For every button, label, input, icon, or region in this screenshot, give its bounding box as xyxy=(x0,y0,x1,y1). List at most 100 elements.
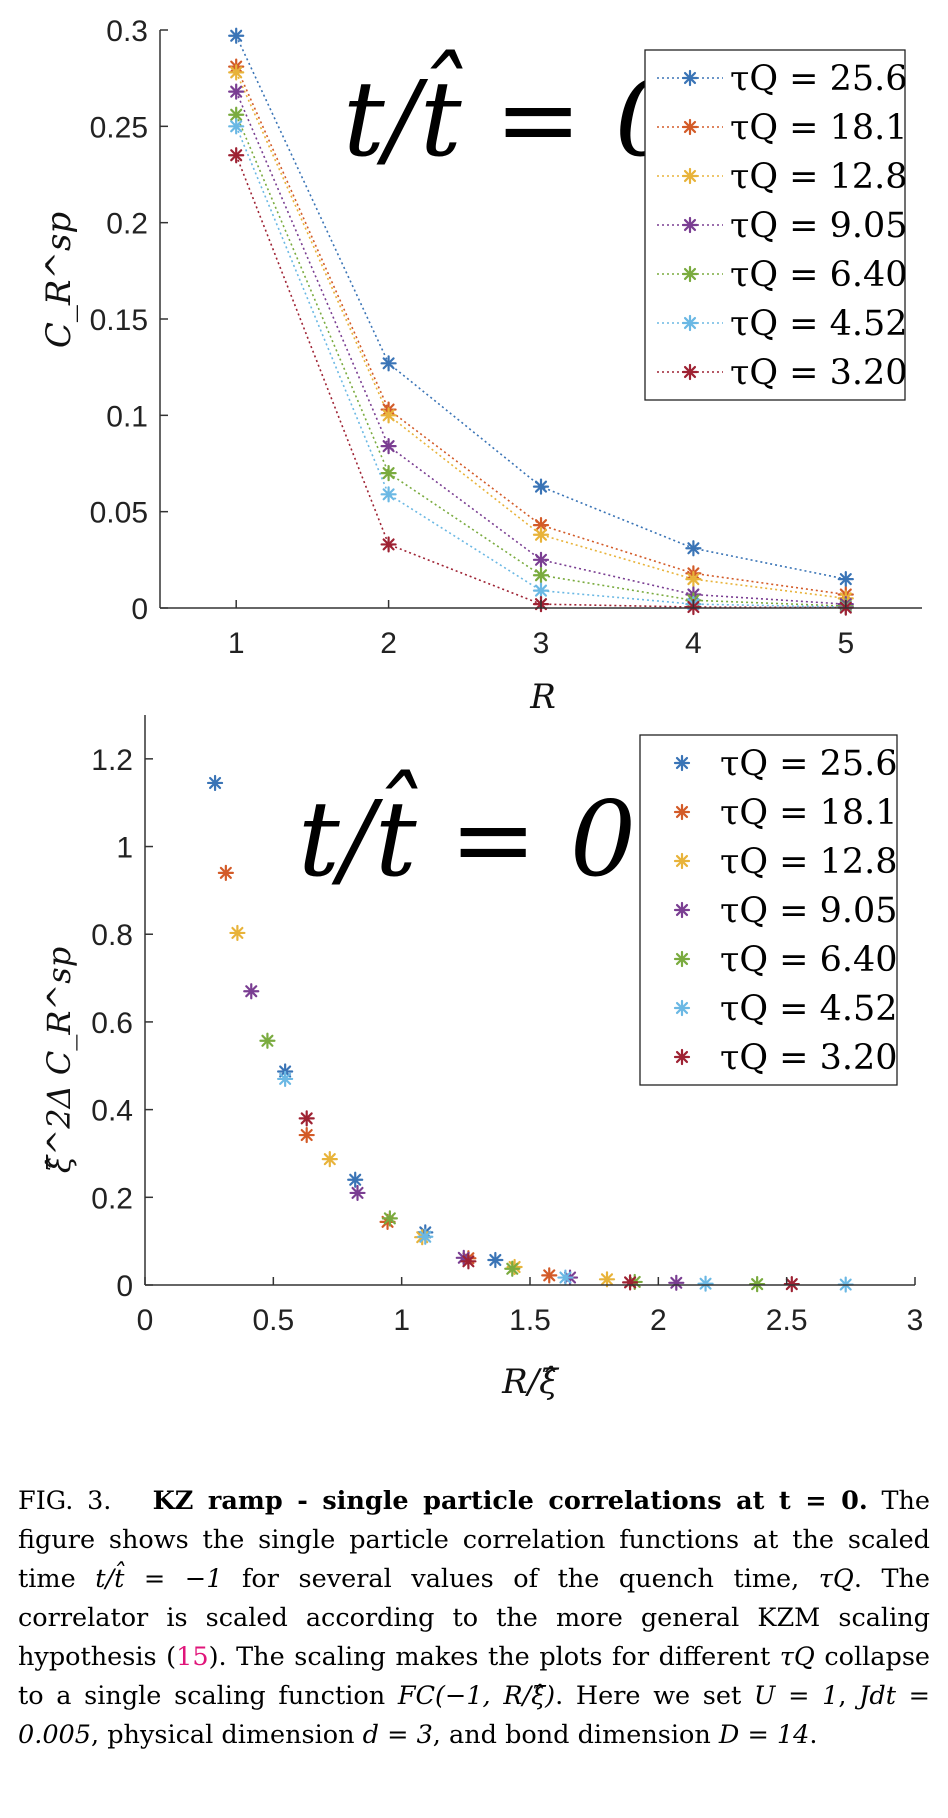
figure-caption: FIG. 3. KZ ramp - single particle correl… xyxy=(18,1482,930,1755)
chart-top-series-line xyxy=(235,35,846,580)
chart-bottom-data-point xyxy=(298,1110,315,1127)
chart-bottom-data-point xyxy=(487,1251,504,1269)
c0-legend-marker xyxy=(681,216,699,234)
chart-bottom-legend: τQ = 25.6 τQ = 18.1 τQ = 12.8 τQ = 9.05 τQ =… xyxy=(639,734,898,1086)
chart-top-data-point xyxy=(532,582,550,599)
caption-text-6: . Here we set xyxy=(555,1681,754,1711)
c0-legend-marker xyxy=(681,69,699,87)
c1-y-tick-label: 0.8 xyxy=(91,919,133,952)
c0-legend-label: τQ = 3.20 xyxy=(730,353,908,393)
c0-legend-label: τQ = 9.05 xyxy=(730,206,908,246)
chart-top-annotation: t/t̂ = 0 xyxy=(343,47,681,180)
chart-bottom-data-point xyxy=(460,1253,477,1270)
chart-top-data-point xyxy=(228,106,245,123)
chart-bottom: 0 0.5 1 1.5 2 2.5 300.20.40.60.811.2 t/t̂ = 0 … xyxy=(40,715,923,1402)
chart-top-data-point xyxy=(685,570,702,588)
c1-legend-label: τQ = 9.05 xyxy=(720,891,898,931)
c0-y-tick-label: 0.3 xyxy=(106,15,148,48)
chart-bottom-ylabel: ξ̂^2Δ C_R^sp xyxy=(40,947,78,1173)
c1-legend-marker xyxy=(673,1048,691,1066)
c1-legend-label: τQ = 6.40 xyxy=(720,940,898,980)
caption-text-10: . xyxy=(809,1720,818,1750)
chart-top-data-point xyxy=(228,147,245,164)
c1-x-tick-label: 1.5 xyxy=(509,1304,551,1337)
c1-x-tick-label: 3 xyxy=(907,1304,924,1337)
chart-bottom-data-point xyxy=(668,1274,685,1291)
c0-y-tick-label: 0.1 xyxy=(106,400,148,433)
c1-x-tick-label: 0.5 xyxy=(252,1304,294,1337)
caption-ref-link[interactable]: 15 xyxy=(176,1642,209,1672)
chart-top-data-point xyxy=(532,478,550,495)
chart-top-data-point xyxy=(380,536,397,553)
chart-top-data-point xyxy=(228,64,245,81)
chart-bottom-data-point xyxy=(229,924,246,942)
c1-y-tick-label: 0 xyxy=(116,1270,133,1303)
c1-legend-marker xyxy=(673,803,691,821)
c0-legend-marker xyxy=(681,314,699,332)
chart-bottom-data-point xyxy=(217,864,234,881)
chart-top-series-line xyxy=(235,126,846,608)
c0-legend-label: τQ = 12.8 xyxy=(730,157,908,197)
c1-legend-label: τQ = 25.6 xyxy=(720,744,898,784)
c0-y-tick-label: 0 xyxy=(131,593,148,626)
chart-bottom-xlabel: R/ξ̂ xyxy=(501,1362,560,1402)
c0-legend-label: τQ = 4.52 xyxy=(730,304,908,344)
chart-bottom-data-point xyxy=(697,1275,714,1292)
caption-math-u: U = 1 xyxy=(753,1681,839,1711)
chart-bottom-data-point xyxy=(259,1032,276,1049)
c1-y-tick-label: 1.2 xyxy=(91,744,133,777)
caption-math-time: t/t̂ = −1 xyxy=(95,1564,223,1594)
chart-top-data-point xyxy=(532,551,550,568)
chart-bottom-data-point xyxy=(347,1171,364,1188)
chart-bottom-data-point xyxy=(504,1260,521,1277)
chart-bottom-data-point xyxy=(277,1070,294,1088)
chart-top-data-point xyxy=(380,465,397,482)
c0-y-tick-label: 0.15 xyxy=(90,304,148,337)
caption-text-5: collapse to a single scaling function xyxy=(18,1642,931,1711)
chart-top-xlabel: R xyxy=(529,677,556,717)
chart-bottom-data-point xyxy=(243,983,260,1000)
caption-math-d: d = 3 xyxy=(362,1720,433,1750)
c1-x-tick-label: 2 xyxy=(650,1304,667,1337)
chart-bottom-data-point xyxy=(557,1269,574,1286)
chart-bottom-data-point xyxy=(349,1184,366,1202)
c1-legend-label: τQ = 4.52 xyxy=(720,989,898,1029)
c0-legend-marker xyxy=(681,265,699,283)
chart-bottom-data-point xyxy=(417,1228,434,1245)
chart-bottom-data-point xyxy=(749,1276,766,1293)
c0-legend-marker xyxy=(681,363,699,381)
c0-legend-label: τQ = 6.40 xyxy=(730,255,908,295)
c1-y-tick-label: 0.4 xyxy=(91,1095,133,1128)
c0-y-tick-label: 0.25 xyxy=(90,111,148,144)
chart-bottom-data-point xyxy=(298,1126,315,1144)
chart-top-data-point xyxy=(380,486,397,503)
caption-math-tau: τQ xyxy=(818,1564,854,1594)
c0-x-tick-label: 5 xyxy=(837,627,854,660)
c1-legend-marker xyxy=(673,754,691,772)
c0-x-tick-label: 3 xyxy=(533,627,550,660)
chart-top-data-point xyxy=(837,570,854,588)
chart-top-data-point xyxy=(532,526,550,543)
c0-x-tick-label: 4 xyxy=(685,627,702,660)
chart-top-series-line xyxy=(235,72,846,600)
chart-top-data-point xyxy=(685,540,702,557)
caption-text-2: for several values of the quench time, xyxy=(222,1564,819,1594)
chart-top: 1 2 3 4 5 0 0.05 0.1 0.15 0.2 0.25 0.3 t/t̂ = 0 R C… xyxy=(39,15,922,717)
chart-bottom-data-point xyxy=(381,1210,398,1227)
chart-bottom-data-point xyxy=(621,1274,639,1291)
c1-legend-marker xyxy=(673,852,691,870)
caption-math-jdt: Jdt = 0.005 xyxy=(18,1681,930,1750)
c1-legend-marker xyxy=(673,999,691,1017)
caption-title: KZ ramp - single particle correlations a… xyxy=(152,1486,868,1516)
chart-bottom-data-point xyxy=(321,1151,338,1168)
c0-x-tick-label: 2 xyxy=(380,627,397,660)
chart-bottom-data-point xyxy=(598,1271,616,1288)
chart-bottom-data-point xyxy=(206,774,224,792)
caption-math-fc: FC(−1, R/ξ̂) xyxy=(397,1681,556,1711)
chart-top-data-point xyxy=(228,27,245,44)
c1-y-tick-label: 1 xyxy=(116,832,133,865)
caption-math-D: D = 14 xyxy=(718,1720,810,1750)
chart-top-data-point xyxy=(380,355,397,372)
chart-top-data-point xyxy=(380,407,397,424)
caption-math-tau2: τQ xyxy=(779,1642,815,1672)
